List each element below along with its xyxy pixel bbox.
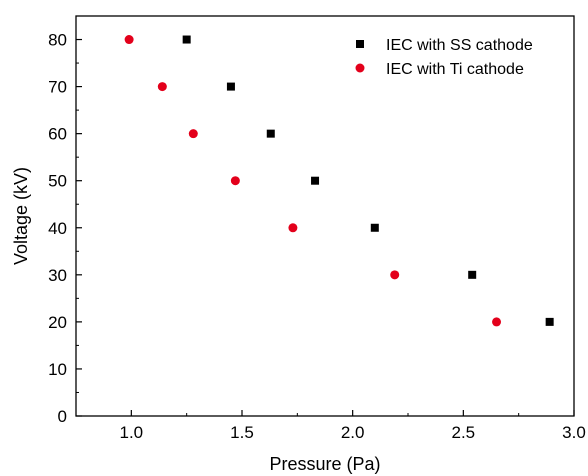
data-point-square bbox=[468, 270, 477, 279]
x-axis-title: Pressure (Pa) bbox=[269, 454, 380, 474]
x-tick-label: 2.5 bbox=[452, 423, 476, 442]
data-point-circle bbox=[157, 82, 167, 92]
data-point-circle bbox=[188, 129, 198, 139]
data-point-square bbox=[545, 317, 554, 326]
y-tick-label: 80 bbox=[48, 31, 67, 50]
data-point-square bbox=[226, 82, 235, 91]
axis-ticks: 1.0 1.5 2.0 2.5 3.0 0 10 20 30 40 50 60 70 80 bbox=[48, 31, 586, 442]
data-point-square bbox=[266, 129, 275, 138]
data-point-circle bbox=[288, 223, 298, 233]
y-tick-label: 20 bbox=[48, 313, 67, 332]
data-point-circle bbox=[492, 317, 502, 327]
x-tick-label: 1.0 bbox=[120, 423, 144, 442]
y-tick-label: 50 bbox=[48, 172, 67, 191]
legend-marker-square bbox=[356, 40, 364, 48]
data-point-circle bbox=[390, 270, 400, 280]
legend: IEC with SS cathode IEC with Ti cathode bbox=[355, 37, 533, 78]
x-tick-label: 2.0 bbox=[341, 423, 365, 442]
x-tick-label: 1.5 bbox=[230, 423, 254, 442]
y-axis-title: Voltage (kV) bbox=[11, 167, 31, 265]
data-point-circle bbox=[124, 35, 134, 45]
data-point-circle bbox=[230, 176, 240, 186]
plot-area bbox=[75, 15, 575, 417]
x-tick-label: 3.0 bbox=[562, 423, 586, 442]
y-tick-label: 60 bbox=[48, 125, 67, 144]
legend-label: IEC with Ti cathode bbox=[386, 61, 524, 78]
legend-label: IEC with SS cathode bbox=[386, 37, 533, 54]
y-tick-label: 40 bbox=[48, 219, 67, 238]
data-point-square bbox=[311, 176, 320, 185]
data-points bbox=[124, 35, 554, 327]
y-tick-label: 10 bbox=[48, 360, 67, 379]
data-point-square bbox=[370, 223, 379, 232]
legend-marker-circle bbox=[355, 63, 365, 73]
y-tick-label: 0 bbox=[58, 407, 67, 426]
plot-frame bbox=[75, 15, 575, 417]
y-tick-label: 70 bbox=[48, 78, 67, 97]
y-tick-label: 30 bbox=[48, 266, 67, 285]
data-point-square bbox=[182, 35, 191, 44]
